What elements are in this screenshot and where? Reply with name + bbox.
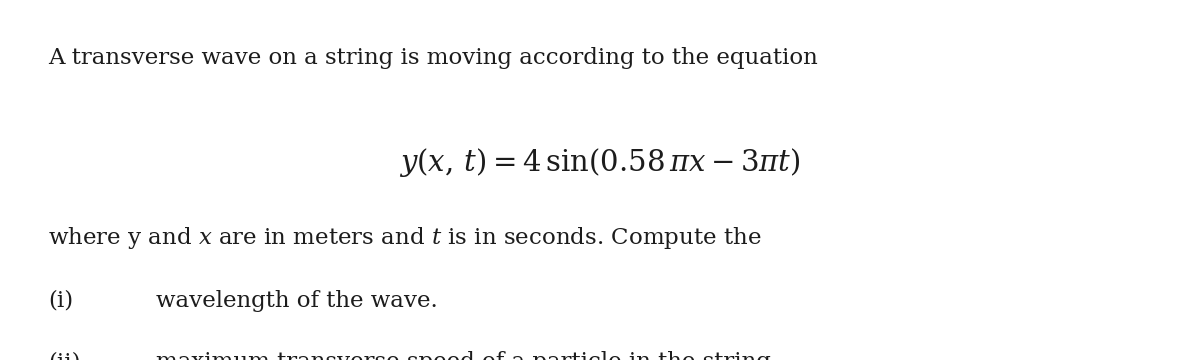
Text: A transverse wave on a string is moving according to the equation: A transverse wave on a string is moving … bbox=[48, 47, 817, 69]
Text: where y and $x$ are in meters and $t$ is in seconds. Compute the: where y and $x$ are in meters and $t$ is… bbox=[48, 225, 762, 251]
Text: wavelength of the wave.: wavelength of the wave. bbox=[156, 290, 438, 312]
Text: (ii): (ii) bbox=[48, 351, 80, 360]
Text: $y(x,\,t) = 4\,\mathrm{sin}(0.58\,\pi x - 3\pi t)$: $y(x,\,t) = 4\,\mathrm{sin}(0.58\,\pi x … bbox=[400, 146, 800, 179]
Text: maximum transverse speed of a particle in the string.: maximum transverse speed of a particle i… bbox=[156, 351, 778, 360]
Text: (i): (i) bbox=[48, 290, 73, 312]
